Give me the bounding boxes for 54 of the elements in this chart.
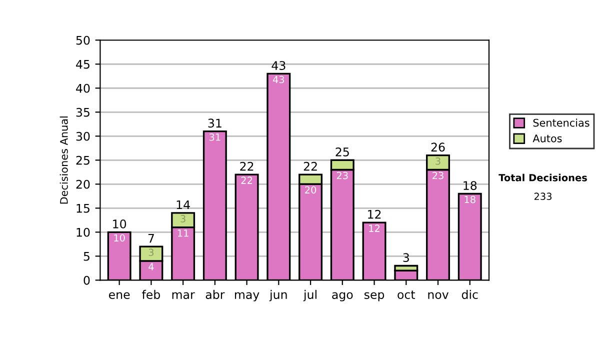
y-tick-label: 45	[76, 60, 90, 69]
data-label: 3	[148, 248, 154, 256]
total-label: 14	[176, 200, 190, 210]
x-tick-label: ago	[332, 292, 353, 302]
x-tick-label: may	[235, 292, 260, 302]
x-tick-label: dic	[462, 290, 478, 300]
data-label: 3	[436, 157, 440, 165]
text: 233	[534, 192, 552, 200]
total-label: 22	[240, 162, 254, 171]
x-tick-label: oct	[398, 290, 416, 300]
data-label: 18	[464, 196, 476, 204]
legend-label: Sentencias	[533, 118, 590, 127]
y-tick-label: 50	[76, 36, 90, 45]
data-label: 20	[305, 186, 316, 194]
data-label: 3	[180, 215, 186, 222]
total-label: 31	[208, 118, 222, 128]
x-tick-label: feb	[142, 290, 160, 300]
data-label: 23	[336, 172, 348, 180]
y-tick-label: 30	[76, 132, 90, 141]
y-tick-label: 40	[76, 84, 90, 93]
y-tick-label: 10	[76, 228, 90, 237]
x-tick-label: nov	[428, 292, 449, 300]
total-label: 12	[368, 210, 381, 219]
x-tick-label: jun	[269, 290, 287, 302]
data-label: 23	[432, 172, 444, 180]
total-label: 7	[148, 234, 154, 243]
total-label: 43	[272, 61, 286, 70]
text: Total Decisiones	[498, 174, 587, 182]
total-label: 18	[464, 181, 477, 190]
data-label: 4	[148, 263, 154, 270]
total-label: 10	[113, 219, 126, 228]
total-label: 25	[336, 147, 349, 156]
total-label: 3	[403, 253, 409, 262]
data-label: 22	[241, 176, 252, 184]
data-label: 31	[209, 133, 220, 141]
y-tick-label: 35	[76, 108, 90, 117]
y-tick-label: 0	[84, 276, 90, 285]
y-tick-label: 25	[76, 156, 90, 165]
total-label: 26	[431, 142, 445, 152]
data-label: 10	[114, 234, 125, 242]
y-tick-label: 5	[84, 252, 90, 261]
x-tick-label: ene	[108, 292, 130, 300]
y-tick-label: 20	[76, 180, 90, 189]
y-tick-label: 15	[76, 204, 90, 213]
x-tick-label: mar	[172, 292, 195, 300]
x-tick-label: sep	[364, 292, 384, 302]
x-tick-label: abr	[206, 290, 225, 300]
total-label: 22	[304, 162, 317, 171]
legend-label: Autos	[532, 134, 562, 142]
y-axis-title: Decisiones Anual	[60, 116, 68, 204]
data-label: 43	[272, 76, 284, 84]
x-tick-label: jul	[303, 290, 316, 302]
data-label: 11	[178, 230, 188, 237]
data-label: 12	[369, 224, 380, 232]
